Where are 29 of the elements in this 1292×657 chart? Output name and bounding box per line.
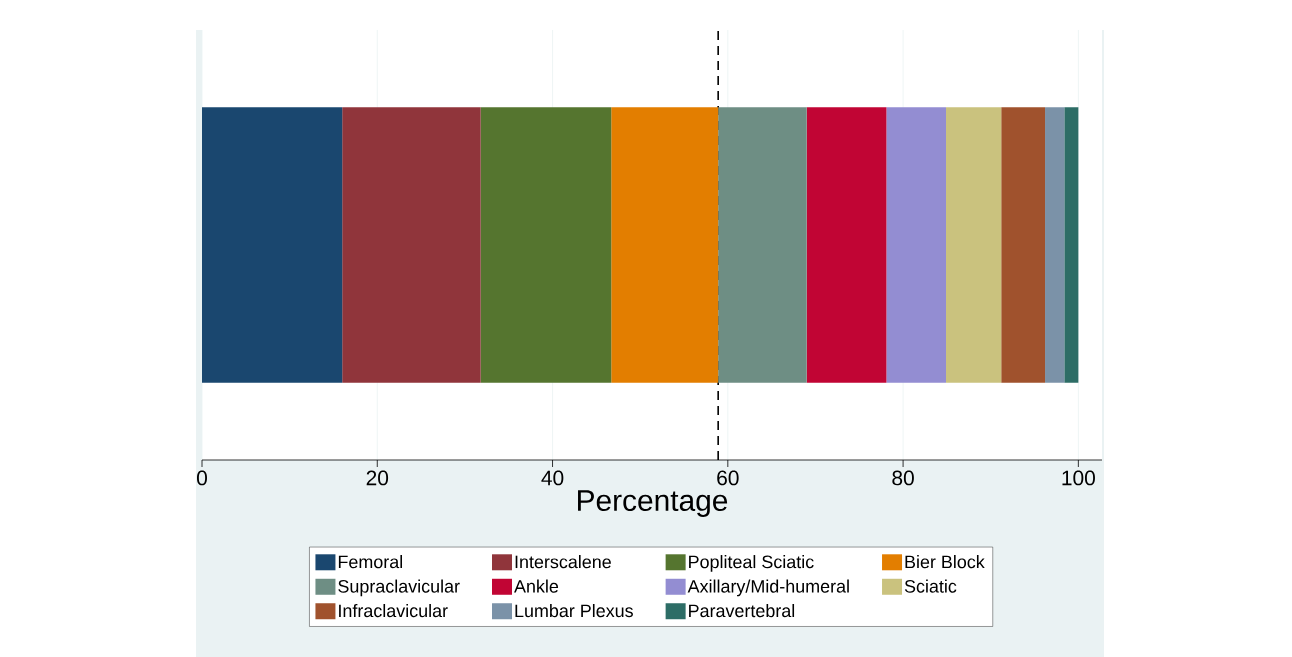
bar	[806, 107, 887, 383]
bar	[886, 107, 947, 383]
bar	[342, 107, 481, 383]
bar	[1064, 107, 1079, 383]
legend-label: Interscalene	[515, 555, 611, 569]
x-tick-label: 20	[366, 470, 389, 486]
bar	[718, 107, 807, 383]
legend-label: Popliteal Sciatic	[689, 555, 814, 572]
x-axis-title: Percentage	[578, 490, 728, 517]
legend-label: Femoral	[338, 555, 402, 569]
x-tick-label: 100	[1062, 470, 1095, 486]
legend-label: Lumbar Plexus	[515, 603, 633, 618]
x-tick-label: 0	[197, 470, 207, 486]
bar	[480, 107, 612, 383]
legend-label: Infraclavicular	[339, 603, 448, 618]
x-tick-label: 60	[717, 470, 739, 486]
x-tick-label: 80	[892, 470, 914, 486]
bar	[611, 107, 719, 383]
bar	[946, 107, 1002, 383]
x-tick-label: 40	[541, 470, 564, 486]
bar	[1001, 107, 1046, 383]
legend-label: Ankle	[514, 579, 559, 593]
legend-label: Sciatic	[904, 579, 957, 593]
bar	[202, 107, 343, 383]
bar	[1045, 107, 1065, 383]
legend-label: Bier Block	[905, 555, 985, 569]
legend-label: Paravertebral	[689, 603, 795, 618]
legend-label: Axillary/Mid-humeral	[687, 579, 849, 597]
legend-label: Supraclavicular	[338, 579, 460, 597]
